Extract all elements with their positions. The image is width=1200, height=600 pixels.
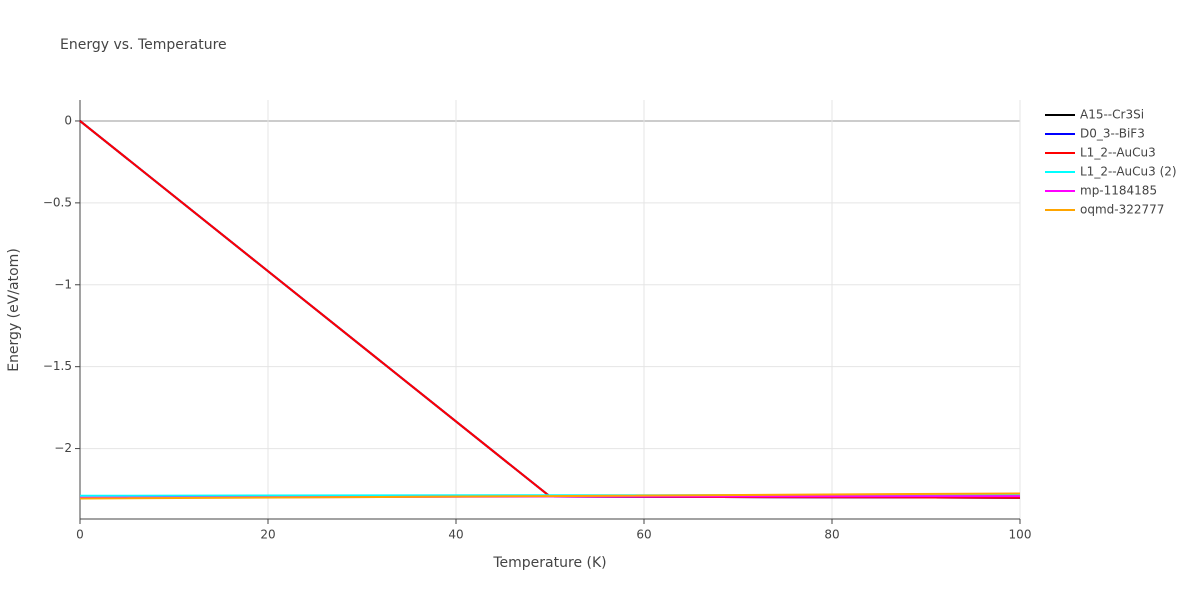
legend-label: L1_2--AuCu3 (2) <box>1080 165 1177 179</box>
x-tick-label: 0 <box>76 528 84 542</box>
x-tick-label: 80 <box>824 528 839 542</box>
y-axis-title: Energy (eV/atom) <box>6 248 22 372</box>
x-tick-label: 20 <box>260 528 275 542</box>
legend-label: L1_2--AuCu3 <box>1080 146 1156 160</box>
x-tick-label: 40 <box>448 528 463 542</box>
x-axis-title: Temperature (K) <box>492 555 606 571</box>
y-tick-label: −0.5 <box>43 195 72 209</box>
chart-title: Energy vs. Temperature <box>60 37 227 53</box>
x-tick-label: 100 <box>1009 528 1032 542</box>
legend-label: oqmd-322777 <box>1080 203 1164 217</box>
y-tick-label: −2 <box>54 441 72 455</box>
legend-label: D0_3--BiF3 <box>1080 127 1145 141</box>
x-tick-label: 60 <box>636 528 651 542</box>
series-line <box>79 120 1021 499</box>
series-line <box>79 120 1021 499</box>
legend-label: A15--Cr3Si <box>1080 108 1144 122</box>
series-line <box>79 120 1021 499</box>
y-tick-label: −1.5 <box>43 359 72 373</box>
y-tick-label: −1 <box>54 277 72 291</box>
y-tick-label: 0 <box>64 113 72 127</box>
legend-label: mp-1184185 <box>1080 184 1157 198</box>
series-line <box>79 492 1021 500</box>
